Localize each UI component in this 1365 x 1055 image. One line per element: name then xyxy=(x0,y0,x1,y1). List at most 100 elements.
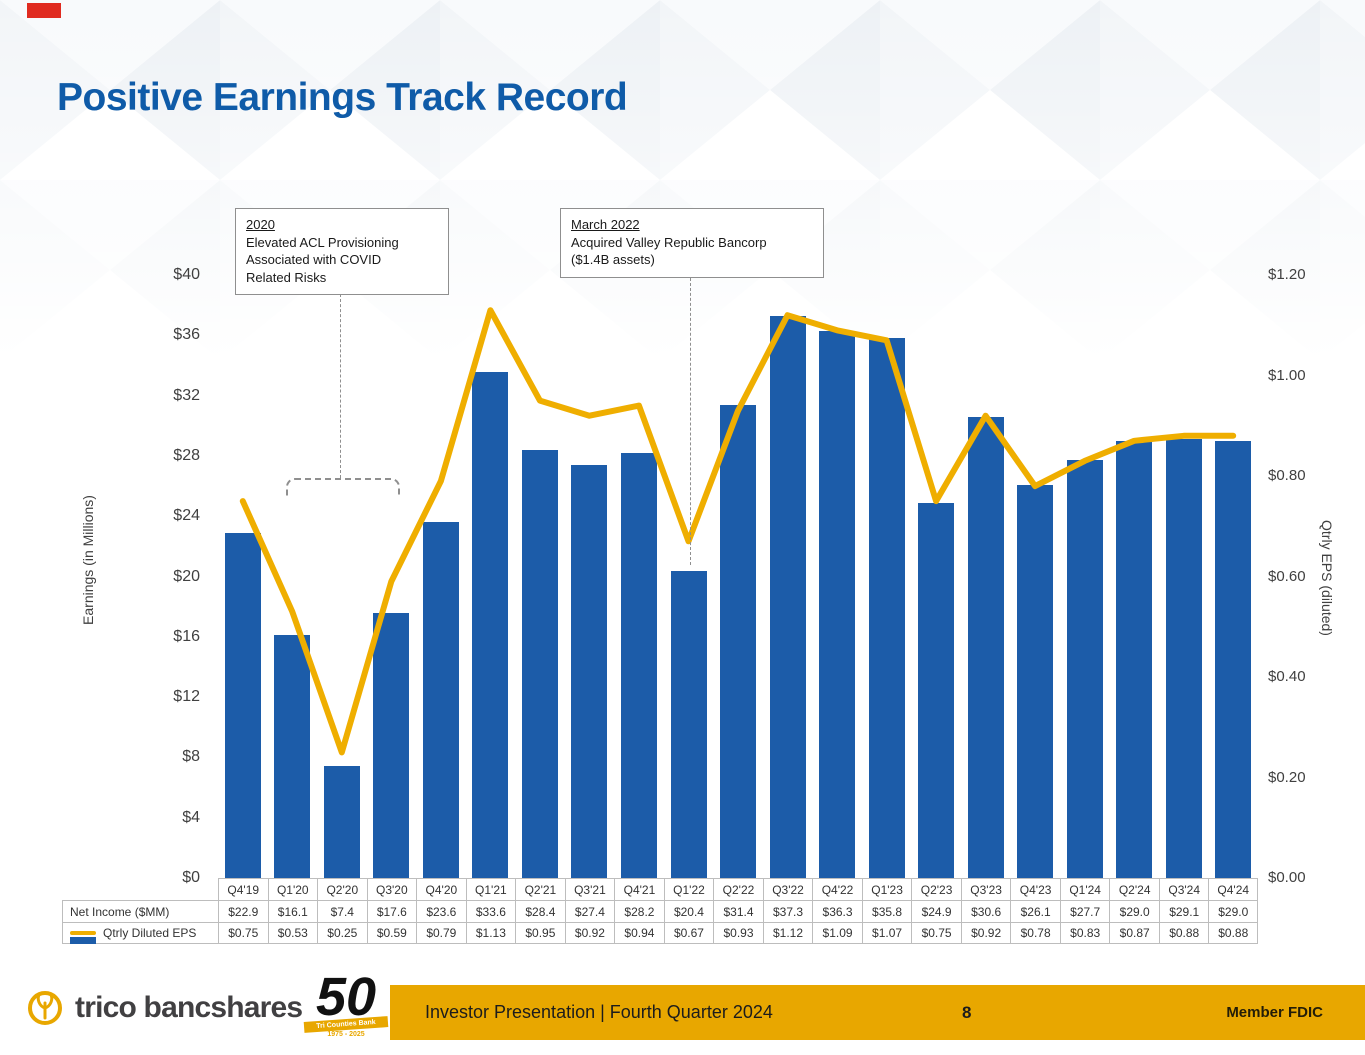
quarter-header-cell: Q3'23 xyxy=(960,878,1011,900)
right-axis-tick: $0.00 xyxy=(1268,869,1306,886)
value-cell: $0.88 xyxy=(1208,922,1258,944)
value-cell: $24.9 xyxy=(911,900,961,922)
value-cell: $0.75 xyxy=(911,922,961,944)
value-cell: $0.59 xyxy=(366,922,417,944)
chart-data-table: Q4'19 Q1'20 Q2'20 Q3'20 Q4'20 Q1'21 Q2'21 Q3'21… xyxy=(62,878,1258,944)
value-cell: $29.1 xyxy=(1158,900,1209,922)
value-cell: $33.6 xyxy=(465,900,516,922)
right-axis-tick: $0.60 xyxy=(1268,567,1306,585)
anniversary-years: 1975 - 2025 xyxy=(327,1031,365,1039)
net-income-bar xyxy=(1017,484,1054,878)
left-axis-tick: $40 xyxy=(173,266,200,283)
eps-line xyxy=(239,307,1237,756)
quarter-header-cell: Q4'24 xyxy=(1208,878,1258,900)
quarter-header-cell: Q3'22 xyxy=(762,878,813,900)
value-cell: $26.1 xyxy=(1010,900,1060,922)
value-cell: $16.1 xyxy=(267,900,318,922)
annotation-march-2022: March 2022 Acquired Valley Republic Banc… xyxy=(560,208,824,278)
earnings-chart xyxy=(218,275,1258,878)
net-income-bar xyxy=(472,371,509,878)
legend-cell: Qtrly Diluted EPS xyxy=(62,922,218,944)
net-income-bar xyxy=(720,404,756,878)
right-axis-tick: $0.80 xyxy=(1268,467,1306,484)
value-cell: $0.92 xyxy=(564,922,615,944)
value-cell: $1.07 xyxy=(861,922,912,944)
net-income-bar xyxy=(1165,439,1202,878)
page-number: 8 xyxy=(962,1003,972,1022)
value-cell: $0.94 xyxy=(614,922,664,944)
value-cell: $17.6 xyxy=(366,900,417,922)
value-cell: $37.3 xyxy=(762,900,813,922)
net-income-bar xyxy=(670,570,707,878)
company-logo-text: trico bancshares xyxy=(75,991,303,1024)
eps-swatch xyxy=(70,931,96,935)
value-cell: $28.4 xyxy=(515,900,565,922)
net-income-bar xyxy=(521,449,558,878)
quarter-header-cell: Q1'21 xyxy=(465,878,516,900)
legend-label: Qtrly Diluted EPS xyxy=(103,926,197,940)
value-cell: $7.4 xyxy=(317,900,367,922)
right-axis-tick: $0.20 xyxy=(1268,768,1306,786)
annotation-line: Related Risks xyxy=(246,269,327,285)
quarter-header-cell: Q4'19 xyxy=(218,878,268,900)
member-fdic-label: Member FDIC xyxy=(1226,1004,1323,1021)
value-cell: $0.95 xyxy=(515,922,565,944)
page-title: Positive Earnings Track Record xyxy=(57,76,628,119)
footer-bar: Investor Presentation | Fourth Quarter 2… xyxy=(390,985,1365,1040)
right-axis-tick: $1.00 xyxy=(1268,366,1306,384)
background-pattern xyxy=(0,0,1365,360)
quarter-header-cell: Q1'22 xyxy=(663,878,714,900)
anniversary-number: 50 xyxy=(315,967,377,1027)
value-cell: $36.3 xyxy=(812,900,862,922)
right-axis-tick: $0.40 xyxy=(1268,668,1306,685)
quarter-header-cell: Q2'22 xyxy=(713,878,763,900)
legend-cell: Net Income ($MM) xyxy=(62,900,218,944)
value-cell: $0.93 xyxy=(713,922,763,944)
value-cell: $28.2 xyxy=(614,900,664,922)
net-income-bar xyxy=(819,330,855,878)
value-cell: $29.0 xyxy=(1208,900,1258,922)
net-income-swatch xyxy=(70,937,96,944)
annotation-line: Associated with COVID xyxy=(246,252,382,268)
value-cell: $31.4 xyxy=(713,900,763,922)
value-cell: $0.25 xyxy=(317,922,367,944)
left-axis-tick: $12 xyxy=(173,688,200,706)
left-axis-tick: $36 xyxy=(173,326,200,344)
net-income-bar xyxy=(1215,440,1252,878)
value-cell: $0.92 xyxy=(960,922,1011,944)
net-income-bar xyxy=(373,612,410,878)
net-income-bar xyxy=(918,502,955,878)
value-cell: $0.53 xyxy=(267,922,318,944)
value-cell: $1.13 xyxy=(465,922,516,944)
net-income-bar xyxy=(621,452,657,878)
left-axis-tick: $4 xyxy=(182,808,200,826)
value-cell: $27.4 xyxy=(564,900,615,922)
left-axis-tick: $8 xyxy=(182,748,200,766)
footer-presentation-title: Investor Presentation | Fourth Quarter 2… xyxy=(425,1002,773,1022)
net-income-bar xyxy=(422,522,459,878)
quarter-header-cell: Q4'23 xyxy=(1010,878,1060,900)
value-cell: $30.6 xyxy=(960,900,1011,922)
value-cell: $0.67 xyxy=(663,922,714,944)
quarter-header-cell: Q4'22 xyxy=(812,878,862,900)
eps-line-series xyxy=(239,307,1237,756)
quarter-header-cell: Q1'20 xyxy=(267,878,318,900)
right-axis-tick: $1.20 xyxy=(1268,266,1306,283)
left-axis-tick: $0 xyxy=(182,869,200,886)
left-axis-tick: $24 xyxy=(173,507,200,525)
annotation-line: Elevated ACL Provisioning xyxy=(246,234,399,250)
net-income-bar xyxy=(1116,440,1153,878)
red-accent-mark xyxy=(27,3,61,18)
value-cell: $22.9 xyxy=(218,900,268,922)
quarter-header-cell: Q4'20 xyxy=(416,878,466,900)
annotation-brace-2020 xyxy=(286,478,400,496)
value-cell: $0.87 xyxy=(1109,922,1159,944)
value-cell: $23.6 xyxy=(416,900,466,922)
quarter-header-cell: Q3'20 xyxy=(366,878,417,900)
value-cell: $0.75 xyxy=(218,922,268,944)
annotation-2020: 2020 Elevated ACL Provisioning Associate… xyxy=(235,208,449,296)
annotation-line: Acquired Valley Republic Bancorp xyxy=(571,234,767,250)
value-cell: $1.12 xyxy=(762,922,813,944)
net-income-bar xyxy=(224,532,261,878)
